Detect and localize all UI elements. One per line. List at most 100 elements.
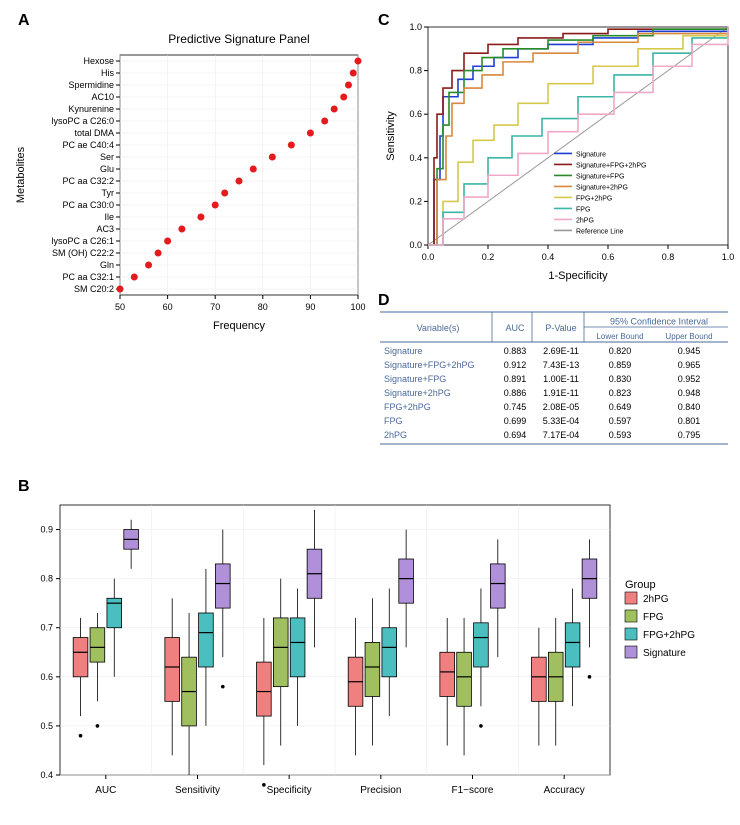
svg-text:0.2: 0.2 — [409, 196, 422, 206]
svg-text:0.593: 0.593 — [609, 430, 632, 440]
svg-text:2.69E-11: 2.69E-11 — [543, 346, 579, 356]
svg-text:FPG+2hPG: FPG+2hPG — [384, 402, 431, 412]
svg-text:AC10: AC10 — [91, 92, 114, 102]
svg-text:Lower Bound: Lower Bound — [596, 332, 643, 341]
svg-text:1.00E-11: 1.00E-11 — [543, 374, 579, 384]
svg-text:Signature+FPG: Signature+FPG — [576, 173, 624, 180]
svg-text:Kynurenine: Kynurenine — [68, 104, 114, 114]
svg-text:0.840: 0.840 — [678, 402, 701, 412]
svg-text:0.699: 0.699 — [504, 416, 527, 426]
svg-text:0.694: 0.694 — [504, 430, 527, 440]
svg-text:FPG: FPG — [643, 612, 664, 623]
svg-text:50: 50 — [115, 302, 125, 312]
svg-text:SM C20:2: SM C20:2 — [74, 284, 114, 294]
svg-text:0.0: 0.0 — [409, 240, 422, 250]
svg-text:0.6: 0.6 — [40, 672, 53, 682]
svg-text:0.945: 0.945 — [678, 346, 701, 356]
svg-text:Predictive Signature Panel: Predictive Signature Panel — [168, 32, 309, 46]
svg-text:0.6: 0.6 — [409, 109, 422, 119]
svg-text:Sensitivity: Sensitivity — [385, 111, 397, 161]
svg-text:Signature: Signature — [576, 151, 606, 158]
svg-text:0.649: 0.649 — [609, 402, 632, 412]
svg-text:lysoPC a C26:0: lysoPC a C26:0 — [51, 116, 114, 126]
svg-text:Tyr: Tyr — [102, 188, 115, 198]
svg-text:Upper Bound: Upper Bound — [665, 332, 712, 341]
svg-text:0.5: 0.5 — [40, 721, 53, 731]
svg-text:0.948: 0.948 — [678, 388, 701, 398]
svg-text:PC ae C40:4: PC ae C40:4 — [62, 140, 114, 150]
svg-text:0.597: 0.597 — [609, 416, 632, 426]
svg-text:Signature+2hPG: Signature+2hPG — [384, 388, 451, 398]
svg-text:0.912: 0.912 — [504, 360, 527, 370]
svg-text:Hexose: Hexose — [83, 56, 114, 66]
svg-text:0.745: 0.745 — [504, 402, 527, 412]
svg-text:0.883: 0.883 — [504, 346, 527, 356]
svg-text:70: 70 — [210, 302, 220, 312]
svg-text:P-Value: P-Value — [545, 323, 576, 333]
svg-text:0.830: 0.830 — [609, 374, 632, 384]
panel-b-label: B — [18, 478, 30, 496]
svg-text:0.8: 0.8 — [40, 574, 53, 584]
svg-text:0.4: 0.4 — [409, 153, 422, 163]
svg-text:Frequency: Frequency — [213, 320, 265, 332]
svg-text:Metabolites: Metabolites — [15, 146, 27, 203]
svg-text:0.6: 0.6 — [602, 252, 615, 262]
svg-text:0.965: 0.965 — [678, 360, 701, 370]
svg-text:Signature: Signature — [643, 648, 686, 659]
svg-text:Accuracy: Accuracy — [544, 785, 585, 796]
svg-text:5.33E-04: 5.33E-04 — [543, 416, 580, 426]
svg-text:0.823: 0.823 — [609, 388, 632, 398]
svg-text:Signature: Signature — [384, 346, 423, 356]
svg-text:PC aa C32:2: PC aa C32:2 — [62, 176, 114, 186]
svg-text:Variable(s): Variable(s) — [417, 323, 460, 333]
svg-text:0.859: 0.859 — [609, 360, 632, 370]
svg-text:Ser: Ser — [100, 152, 114, 162]
svg-text:0.4: 0.4 — [40, 770, 53, 780]
svg-text:Group: Group — [625, 579, 656, 591]
svg-text:2hPG: 2hPG — [576, 217, 594, 224]
svg-text:2hPG: 2hPG — [643, 594, 669, 605]
svg-text:Glu: Glu — [100, 164, 114, 174]
svg-text:0.801: 0.801 — [678, 416, 701, 426]
svg-text:SM (OH) C22:2: SM (OH) C22:2 — [52, 248, 114, 258]
svg-text:1-Specificity: 1-Specificity — [548, 270, 608, 282]
svg-text:0.0: 0.0 — [422, 252, 435, 262]
svg-text:1.0: 1.0 — [409, 22, 422, 32]
svg-text:Specificity: Specificity — [267, 785, 312, 796]
svg-text:0.795: 0.795 — [678, 430, 701, 440]
svg-text:FPG: FPG — [576, 206, 590, 213]
svg-text:F1−score: F1−score — [452, 785, 494, 796]
svg-text:7.43E-13: 7.43E-13 — [543, 360, 580, 370]
svg-text:0.891: 0.891 — [504, 374, 527, 384]
svg-text:2hPG: 2hPG — [384, 430, 407, 440]
svg-text:FPG: FPG — [384, 416, 403, 426]
svg-text:0.820: 0.820 — [609, 346, 632, 356]
svg-text:PC aa C30:0: PC aa C30:0 — [62, 200, 114, 210]
svg-text:lysoPC a C26:1: lysoPC a C26:1 — [51, 236, 114, 246]
svg-text:0.7: 0.7 — [40, 623, 53, 633]
svg-text:PC aa C32:1: PC aa C32:1 — [62, 272, 114, 282]
svg-text:1.91E-11: 1.91E-11 — [543, 388, 579, 398]
svg-text:95% Confidence Interval: 95% Confidence Interval — [610, 317, 708, 327]
panel-d-label: D — [378, 292, 390, 310]
svg-text:Signature+FPG+2hPG: Signature+FPG+2hPG — [384, 360, 475, 370]
svg-text:7.17E-04: 7.17E-04 — [543, 430, 580, 440]
svg-text:0.4: 0.4 — [542, 252, 555, 262]
svg-text:0.8: 0.8 — [662, 252, 675, 262]
svg-text:100: 100 — [350, 302, 365, 312]
svg-text:FPG+2hPG: FPG+2hPG — [643, 630, 695, 641]
svg-text:Signature+FPG: Signature+FPG — [384, 374, 446, 384]
svg-text:2.08E-05: 2.08E-05 — [543, 402, 580, 412]
svg-text:Sensitivity: Sensitivity — [175, 785, 220, 796]
svg-text:Reference Line: Reference Line — [576, 228, 624, 235]
svg-text:Signature+2hPG: Signature+2hPG — [576, 184, 628, 191]
panel-d-table: Variable(s)AUCP-Value95% Confidence Inte… — [378, 310, 738, 480]
svg-text:90: 90 — [305, 302, 315, 312]
svg-text:FPG+2hPG: FPG+2hPG — [576, 195, 612, 202]
svg-text:1.0: 1.0 — [722, 252, 735, 262]
svg-text:0.8: 0.8 — [409, 66, 422, 76]
svg-text:0.9: 0.9 — [40, 525, 53, 535]
svg-text:0.886: 0.886 — [504, 388, 527, 398]
svg-text:His: His — [101, 68, 114, 78]
panel-a-chart: Predictive Signature Panel5060708090100H… — [10, 25, 370, 335]
